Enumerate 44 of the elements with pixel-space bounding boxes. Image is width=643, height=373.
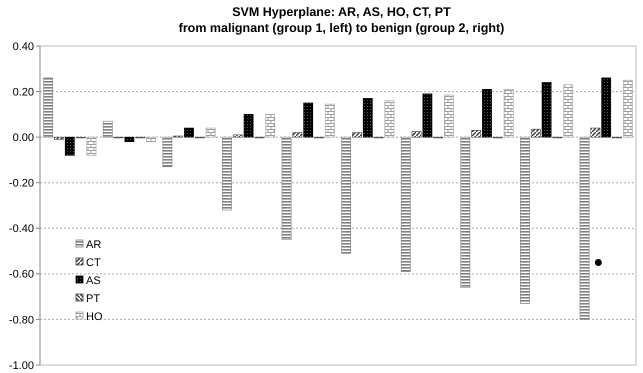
bar	[412, 131, 422, 138]
bar	[482, 88, 492, 138]
bar	[460, 136, 470, 288]
bar	[292, 132, 302, 138]
y-tick-label: -0.60	[8, 268, 34, 281]
bar	[282, 136, 292, 240]
y-tick-label: -0.40	[8, 223, 34, 236]
bar	[352, 132, 362, 138]
bar	[520, 136, 530, 304]
chart-subtitle: from malignant (group 1, left) to benign (group 2, right)	[178, 21, 504, 35]
legend-label: AR	[86, 238, 102, 251]
y-tick-label: 0.40	[12, 40, 34, 53]
bar	[601, 78, 612, 138]
bar	[64, 136, 75, 156]
y-tick-label: 0.00	[12, 132, 34, 144]
bar	[362, 98, 373, 138]
legend-label: PT	[86, 292, 100, 305]
bar	[43, 78, 54, 138]
bar	[303, 102, 314, 138]
bar	[54, 136, 64, 140]
bar	[244, 114, 254, 138]
bar	[590, 128, 600, 138]
bar	[422, 94, 432, 138]
bar	[400, 136, 411, 272]
chart-title: SVM Hyperplane: AR, AS, HO, CT, PT	[232, 5, 452, 19]
y-tick-label: 0.20	[12, 86, 34, 98]
legend-label: CT	[86, 256, 101, 269]
bar	[184, 128, 194, 138]
bar	[580, 136, 590, 320]
bar	[124, 136, 134, 142]
bar	[102, 120, 113, 138]
y-tick-label: -0.80	[8, 314, 34, 326]
bar	[542, 82, 552, 138]
y-tick-label: -1.00	[8, 360, 34, 372]
bar	[222, 136, 232, 210]
bar	[530, 128, 541, 138]
bar	[162, 136, 172, 168]
bar	[341, 136, 352, 254]
legend-label: HO	[86, 310, 103, 323]
y-tick-label: -0.20	[8, 178, 34, 190]
legend-label: AS	[86, 274, 101, 287]
bar	[444, 94, 454, 138]
bar	[471, 130, 482, 138]
bar	[232, 134, 243, 138]
